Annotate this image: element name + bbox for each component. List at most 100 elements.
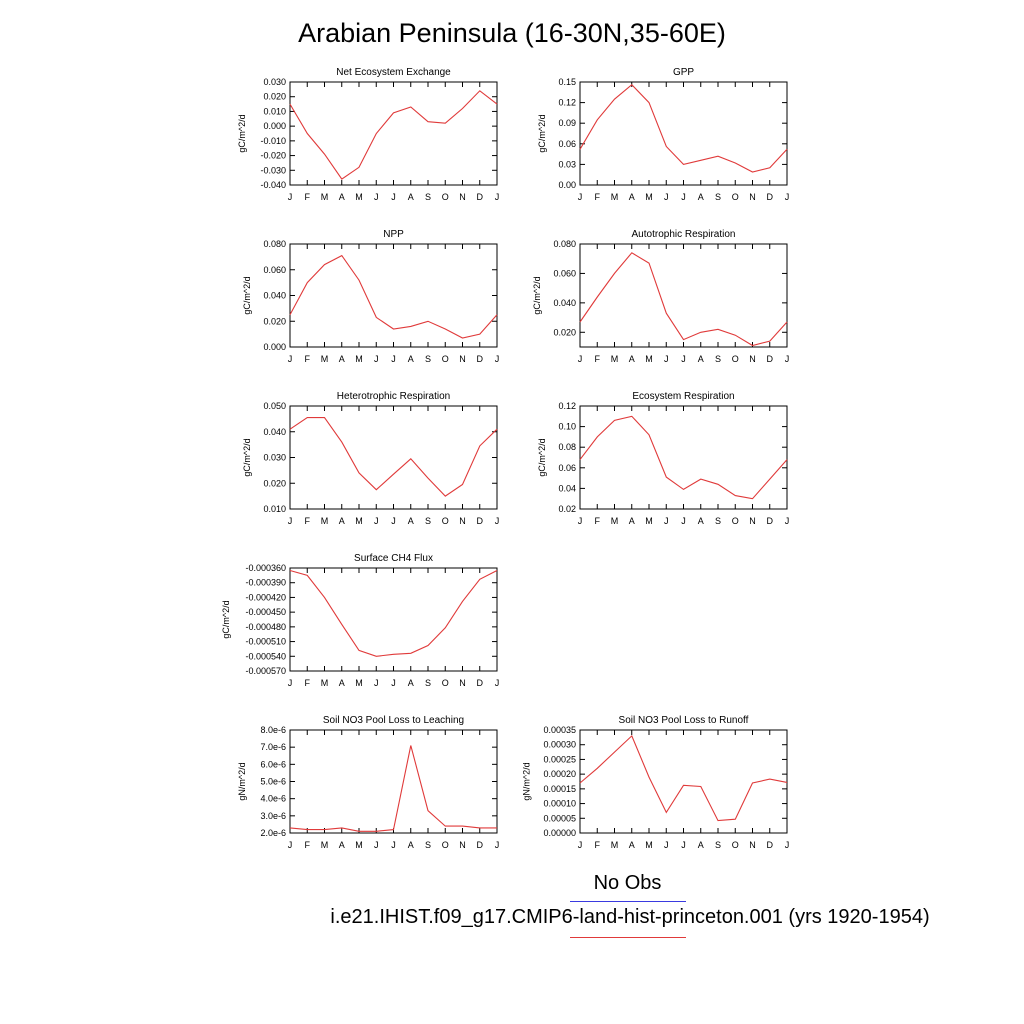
x-tick-label: S bbox=[425, 678, 431, 688]
y-tick-label: 3.0e-6 bbox=[260, 811, 286, 821]
x-tick-label: N bbox=[749, 516, 756, 526]
x-tick-label: A bbox=[629, 840, 635, 850]
x-tick-label: A bbox=[408, 678, 414, 688]
x-tick-label: D bbox=[477, 192, 484, 202]
y-tick-label: 0.060 bbox=[553, 268, 576, 278]
y-tick-label: 0.010 bbox=[263, 504, 286, 514]
y-tick-label: 0.06 bbox=[558, 139, 576, 149]
y-tick-label: -0.000510 bbox=[245, 637, 286, 647]
x-tick-label: O bbox=[442, 678, 449, 688]
panel-title: Heterotrophic Respiration bbox=[337, 391, 450, 402]
x-tick-label: J bbox=[785, 354, 790, 364]
x-tick-label: J bbox=[391, 516, 396, 526]
x-tick-label: M bbox=[645, 354, 653, 364]
x-tick-label: S bbox=[425, 192, 431, 202]
x-tick-label: N bbox=[459, 354, 466, 364]
panel-title: Net Ecosystem Exchange bbox=[336, 67, 451, 78]
y-tick-label: 0.060 bbox=[263, 265, 286, 275]
y-tick-label: 0.020 bbox=[263, 478, 286, 488]
x-tick-label: S bbox=[425, 516, 431, 526]
y-tick-label: 0.00000 bbox=[543, 828, 576, 838]
plot-frame bbox=[289, 729, 498, 834]
x-tick-label: J bbox=[374, 840, 379, 850]
y-tick-label: 0.000 bbox=[263, 342, 286, 352]
x-tick-label: S bbox=[715, 840, 721, 850]
x-tick-label: D bbox=[767, 840, 774, 850]
series-line bbox=[289, 569, 498, 657]
x-tick-label: J bbox=[374, 354, 379, 364]
x-tick-label: D bbox=[477, 678, 484, 688]
y-tick-label: 0.12 bbox=[558, 98, 576, 108]
series-line bbox=[289, 90, 498, 180]
x-tick-label: A bbox=[339, 192, 345, 202]
panel-title: GPP bbox=[673, 67, 694, 78]
x-tick-label: M bbox=[321, 840, 329, 850]
panel-title: Autotrophic Respiration bbox=[632, 229, 736, 240]
x-tick-label: A bbox=[408, 840, 414, 850]
x-tick-label: F bbox=[595, 192, 601, 202]
x-tick-label: J bbox=[578, 354, 583, 364]
x-tick-label: M bbox=[645, 192, 653, 202]
x-tick-label: D bbox=[477, 516, 484, 526]
y-axis-label: gC/m^2/d bbox=[242, 276, 252, 314]
x-tick-label: J bbox=[578, 840, 583, 850]
x-tick-label: A bbox=[698, 192, 704, 202]
x-tick-label: J bbox=[391, 840, 396, 850]
y-tick-label: -0.000480 bbox=[245, 622, 286, 632]
y-tick-label: 0.050 bbox=[263, 401, 286, 411]
y-tick-label: 7.0e-6 bbox=[260, 742, 286, 752]
x-tick-label: A bbox=[339, 840, 345, 850]
x-tick-label: F bbox=[595, 516, 601, 526]
plot-frame bbox=[289, 81, 498, 186]
x-tick-label: N bbox=[459, 678, 466, 688]
x-tick-label: M bbox=[321, 678, 329, 688]
x-tick-label: J bbox=[681, 516, 686, 526]
panel-title: Ecosystem Respiration bbox=[632, 391, 734, 402]
x-tick-label: J bbox=[374, 192, 379, 202]
x-tick-label: S bbox=[715, 354, 721, 364]
y-tick-label: 4.0e-6 bbox=[260, 794, 286, 804]
y-tick-label: -0.000450 bbox=[245, 607, 286, 617]
y-tick-label: 0.00025 bbox=[543, 754, 576, 764]
x-tick-label: O bbox=[732, 354, 739, 364]
x-tick-label: J bbox=[288, 678, 293, 688]
x-tick-label: J bbox=[391, 354, 396, 364]
x-tick-label: M bbox=[321, 354, 329, 364]
plot-frame bbox=[579, 81, 788, 186]
x-tick-label: A bbox=[698, 840, 704, 850]
x-tick-label: S bbox=[715, 192, 721, 202]
x-tick-label: F bbox=[305, 192, 311, 202]
x-tick-label: A bbox=[339, 516, 345, 526]
x-tick-label: M bbox=[611, 840, 619, 850]
x-tick-label: J bbox=[288, 840, 293, 850]
x-tick-label: S bbox=[715, 516, 721, 526]
y-tick-label: 0.040 bbox=[263, 291, 286, 301]
y-tick-label: 0.080 bbox=[553, 239, 576, 249]
y-tick-label: -0.010 bbox=[260, 136, 286, 146]
y-tick-label: -0.000570 bbox=[245, 666, 286, 676]
x-tick-label: J bbox=[391, 678, 396, 688]
panel-title: NPP bbox=[383, 229, 404, 240]
x-tick-label: O bbox=[732, 516, 739, 526]
x-tick-label: J bbox=[664, 516, 669, 526]
y-tick-label: 0.12 bbox=[558, 401, 576, 411]
x-tick-label: F bbox=[595, 840, 601, 850]
x-tick-label: J bbox=[681, 192, 686, 202]
series-line bbox=[289, 254, 498, 339]
x-tick-label: J bbox=[785, 840, 790, 850]
x-tick-label: J bbox=[664, 354, 669, 364]
series-line bbox=[289, 417, 498, 497]
y-axis-label: gC/m^2/d bbox=[532, 276, 542, 314]
x-tick-label: J bbox=[391, 192, 396, 202]
x-tick-label: A bbox=[629, 516, 635, 526]
y-tick-label: 0.00010 bbox=[543, 799, 576, 809]
plot-frame bbox=[289, 567, 498, 672]
y-tick-label: 0.00 bbox=[558, 180, 576, 190]
plot-frame bbox=[579, 405, 788, 510]
x-tick-label: J bbox=[288, 192, 293, 202]
